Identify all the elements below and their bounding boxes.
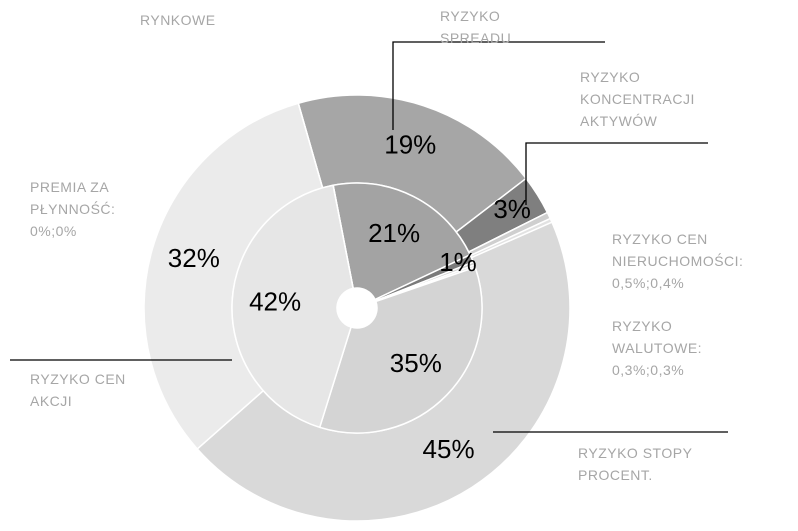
leader-line [525,142,708,205]
category-line: PREMIA ZA [30,179,109,195]
value-label: 1% [439,247,477,277]
category-label: RYZYKO WALUTOWE: 0,3%;0,3% [612,318,702,378]
category-line: RYZYKO [580,69,640,85]
category-line: NIERUCHOMOŚCI: [612,252,743,269]
category-line: AKCJI [30,393,72,409]
leader-line [392,41,605,130]
value-label: 21% [368,218,420,248]
value-label: 32% [168,243,220,273]
category-line: RYZYKO [612,318,672,334]
chart-title: RYZYKO RYNKOWE [140,0,216,28]
slice [332,185,354,289]
category-line: 0,5%;0,4% [612,275,684,291]
category-line: SPREADU [440,30,511,46]
category-line: RYZYKO [440,8,500,24]
category-line: RYZYKO STOPY [578,445,693,461]
category-label: RYZYKO STOPY PROCENT. [578,445,693,483]
category-line: RYZYKO CEN [30,371,126,387]
labels: 19%3%45%32%21%1%35%42%RYZYKO SPREADURYZYK… [30,8,743,483]
value-label: 19% [384,129,436,159]
category-line: PROCENT. [578,467,653,483]
category-line: AKTYWÓW [580,113,658,129]
category-label: RYZYKO CEN NIERUCHOMOŚCI: 0,5%;0,4% [612,231,743,291]
category-label: RYZYKO CEN AKCJI [30,371,126,409]
category-line: WALUTOWE: [612,340,702,356]
title-line: RYZYKO [140,0,200,3]
value-label: 35% [390,348,442,378]
value-label: 3% [493,194,531,224]
category-label: RYZYKO KONCENTRACJI AKTYWÓW [580,69,695,129]
title-line: RYNKOWE [140,12,216,28]
category-label: PREMIA ZA PŁYNNOŚĆ: 0%;0% [30,179,115,239]
category-line: 0%;0% [30,223,77,239]
category-label: RYZYKO SPREADU [440,8,511,46]
category-line: RYZYKO CEN [612,231,708,247]
category-line: KONCENTRACJI [580,91,695,107]
rings [143,94,571,522]
value-label: 42% [249,286,301,316]
value-label: 45% [423,434,475,464]
hole [337,288,377,328]
category-line: PŁYNNOŚĆ: [30,200,115,217]
category-line: 0,3%;0,3% [612,362,684,378]
